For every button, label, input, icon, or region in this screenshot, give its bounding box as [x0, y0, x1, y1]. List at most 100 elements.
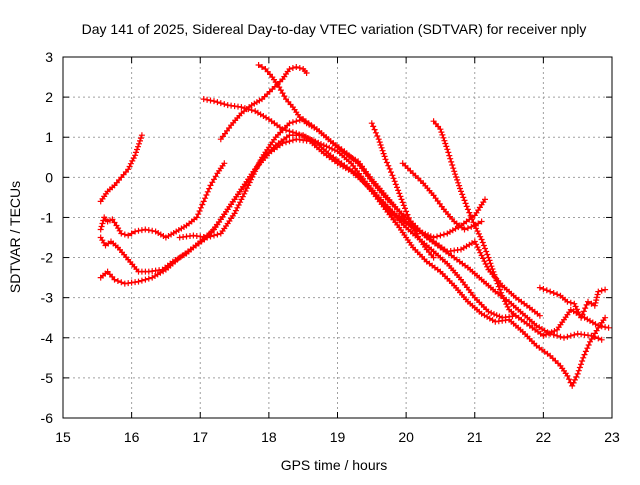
data-point — [329, 145, 335, 152]
data-point — [138, 132, 145, 139]
data-point — [460, 194, 467, 201]
data-point — [459, 191, 466, 198]
data-point — [551, 328, 558, 334]
data-point — [602, 286, 609, 293]
data-point — [255, 62, 262, 68]
data-point — [422, 230, 429, 237]
data-point — [536, 284, 543, 291]
data-point — [378, 144, 385, 151]
data-point — [221, 160, 228, 167]
data-point — [471, 222, 478, 229]
data-point — [241, 190, 248, 197]
data-point — [540, 286, 547, 292]
data-point — [595, 335, 602, 342]
data-point — [437, 126, 444, 133]
data-point — [193, 214, 200, 221]
data-point — [204, 234, 211, 241]
data-point — [582, 305, 589, 312]
data-point — [204, 188, 211, 195]
data-point — [579, 311, 586, 318]
data-point — [564, 333, 571, 340]
data-point — [382, 156, 389, 163]
data-point — [540, 332, 547, 339]
data-point — [399, 199, 406, 206]
data-point — [437, 232, 444, 239]
data-point — [309, 137, 316, 144]
data-point — [593, 294, 600, 301]
y-tick-label: -4 — [41, 330, 54, 346]
data-point — [289, 129, 296, 136]
data-point — [557, 333, 564, 340]
y-tick-label: -1 — [41, 209, 54, 225]
data-point — [598, 336, 605, 343]
data-point — [400, 202, 407, 209]
data-point — [398, 196, 405, 203]
data-point — [416, 228, 423, 235]
x-tick-label: 19 — [330, 429, 346, 445]
data-point — [482, 245, 488, 252]
data-point — [138, 277, 145, 284]
data-point — [592, 299, 599, 306]
data-point — [475, 246, 482, 253]
data-point — [495, 283, 502, 290]
data-point — [289, 119, 296, 126]
data-point — [133, 149, 139, 156]
data-point — [564, 298, 571, 305]
data-point — [149, 227, 156, 234]
data-point — [569, 382, 576, 389]
data-point — [580, 308, 587, 315]
data-point — [493, 312, 500, 319]
data-point — [238, 104, 245, 111]
data-point — [571, 300, 578, 307]
data-point — [246, 179, 253, 186]
data-point — [318, 141, 324, 147]
y-tick-label: -6 — [41, 410, 54, 426]
data-point — [135, 227, 142, 234]
data-point — [547, 330, 554, 337]
data-point — [128, 230, 135, 237]
series-layer — [97, 62, 612, 389]
data-point — [484, 251, 491, 258]
data-point — [135, 143, 141, 150]
data-point — [427, 233, 434, 240]
data-point — [554, 332, 561, 339]
data-point — [202, 195, 209, 202]
data-point — [196, 208, 203, 214]
data-point — [466, 209, 473, 216]
data-point — [439, 131, 446, 138]
data-point — [582, 348, 589, 355]
x-tick-label: 15 — [55, 429, 71, 445]
data-point — [323, 143, 330, 150]
data-point — [331, 147, 338, 154]
data-point — [111, 276, 118, 283]
data-point — [303, 70, 310, 76]
data-point — [579, 358, 586, 364]
data-point — [595, 288, 602, 295]
data-point — [214, 99, 221, 106]
data-point — [430, 234, 437, 241]
data-point — [430, 254, 437, 261]
data-point — [256, 159, 263, 166]
series-track-12 — [536, 284, 609, 321]
data-point — [492, 274, 499, 281]
data-point — [512, 312, 519, 319]
data-point — [98, 223, 105, 230]
data-point — [307, 136, 314, 143]
data-point — [547, 288, 554, 295]
data-point — [405, 214, 412, 221]
data-point — [312, 138, 319, 145]
data-point — [370, 123, 377, 130]
data-point — [440, 231, 447, 238]
data-point — [443, 143, 450, 150]
x-tick-label: 18 — [261, 429, 277, 445]
data-point — [135, 278, 142, 285]
y-tick-label: 0 — [45, 169, 53, 185]
data-point — [286, 128, 293, 135]
data-point — [379, 147, 386, 154]
data-point — [488, 309, 495, 316]
data-point — [114, 278, 121, 284]
data-point — [136, 140, 142, 147]
data-point — [480, 242, 487, 249]
